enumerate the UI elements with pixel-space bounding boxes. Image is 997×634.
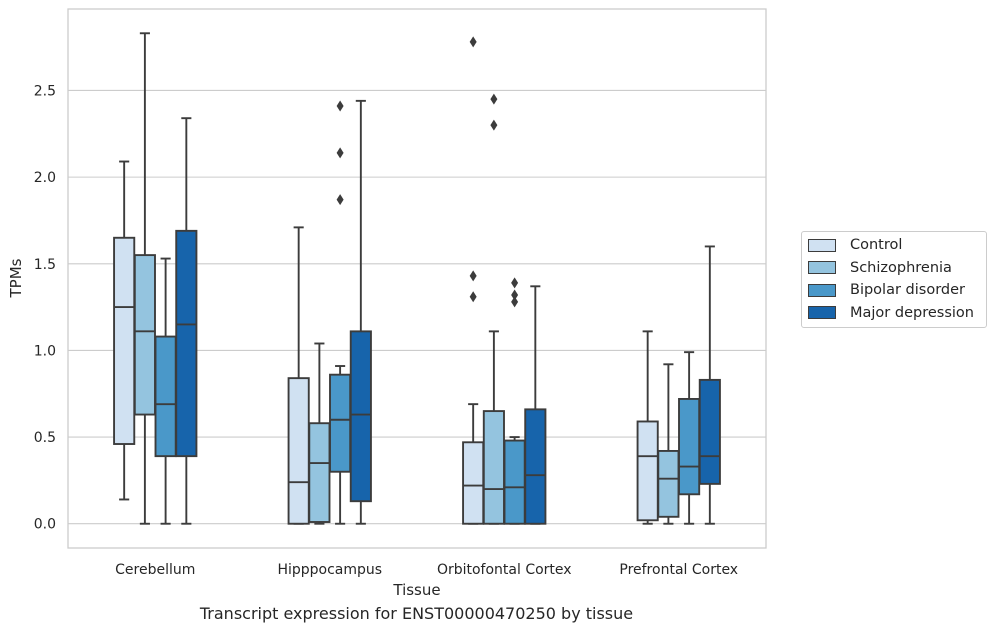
x-tick-label: Orbitofontal Cortex xyxy=(437,562,572,578)
box-iqr xyxy=(678,398,701,496)
outlier-point xyxy=(336,100,344,112)
box-bipolar-disorder xyxy=(678,351,701,525)
outlier-point xyxy=(469,270,477,282)
box-plots xyxy=(113,32,721,525)
outlier-point xyxy=(511,289,519,301)
box-iqr xyxy=(636,420,659,522)
box-schizophrenia xyxy=(657,363,680,525)
box-iqr xyxy=(308,422,331,523)
legend-swatch xyxy=(808,306,836,320)
legend-item: Bipolar disorder xyxy=(802,279,986,302)
box-control xyxy=(636,330,659,525)
legend-swatch xyxy=(808,238,836,252)
box-major-depression xyxy=(524,285,547,525)
x-tick-label: Prefrontal Cortex xyxy=(619,562,738,578)
box-iqr xyxy=(503,439,526,525)
box-iqr xyxy=(113,236,136,445)
box-iqr xyxy=(349,330,372,503)
outlier-point xyxy=(336,147,344,159)
box-iqr xyxy=(482,410,505,525)
legend-swatch xyxy=(808,283,836,297)
legend-label: Bipolar disorder xyxy=(850,282,965,299)
box-schizophrenia xyxy=(133,32,156,525)
box-iqr xyxy=(329,373,352,473)
y-tick-labels: 0.0 0.5 1.0 1.5 2.0 2.5 xyxy=(34,83,56,532)
x-tick-label: Hipppocampus xyxy=(277,562,382,578)
box-major-depression xyxy=(175,117,198,525)
x-tick-labels: Cerebellum Hipppocampus Orbitofontal Corte… xyxy=(115,562,738,578)
box-major-depression xyxy=(698,245,721,525)
legend-item: Major depression xyxy=(802,302,986,325)
box-iqr xyxy=(133,254,156,416)
legend-label: Schizophrenia xyxy=(850,259,952,276)
y-tick-label: 0.0 xyxy=(34,517,56,533)
box-schizophrenia xyxy=(308,342,331,525)
x-axis-label: Tissue xyxy=(392,581,440,599)
legend-item: Schizophrenia xyxy=(802,257,986,280)
y-tick-label: 2.5 xyxy=(34,83,56,99)
outlier-point xyxy=(469,291,477,303)
y-tick-label: 0.5 xyxy=(34,430,56,446)
box-iqr xyxy=(175,229,198,458)
box-bipolar-disorder xyxy=(503,277,526,525)
outlier-point xyxy=(511,296,519,308)
x-tick-label: Cerebellum xyxy=(115,562,195,578)
box-major-depression xyxy=(349,99,372,525)
box-control xyxy=(113,160,136,501)
chart-legend: Control Schizophrenia Bipolar disorder Majo… xyxy=(801,231,987,328)
outlier-point xyxy=(490,93,498,105)
box-iqr xyxy=(657,449,680,518)
legend-item: Control xyxy=(802,234,986,257)
box-iqr xyxy=(524,408,547,525)
box-bipolar-disorder xyxy=(154,257,177,525)
outlier-point xyxy=(469,36,477,48)
chart-caption: Transcript expression for ENST0000047025… xyxy=(199,604,634,623)
box-control xyxy=(287,226,310,525)
box-schizophrenia xyxy=(482,93,505,525)
legend-swatch xyxy=(808,261,836,275)
box-control xyxy=(462,36,485,525)
outlier-point xyxy=(490,119,498,131)
y-tick-label: 1.5 xyxy=(34,257,56,273)
legend-label: Control xyxy=(850,237,903,254)
box-iqr xyxy=(154,335,177,458)
box-bipolar-disorder xyxy=(329,100,352,525)
y-tick-label: 1.0 xyxy=(34,343,56,359)
outlier-point xyxy=(511,277,519,289)
box-iqr xyxy=(287,377,310,525)
legend-label: Major depression xyxy=(850,304,974,321)
box-iqr xyxy=(698,378,721,485)
plot-frame xyxy=(67,8,767,549)
y-axis-label: TPMs xyxy=(7,258,25,298)
outlier-point xyxy=(336,194,344,206)
box-iqr xyxy=(462,441,485,525)
y-tick-label: 2.0 xyxy=(34,170,56,186)
